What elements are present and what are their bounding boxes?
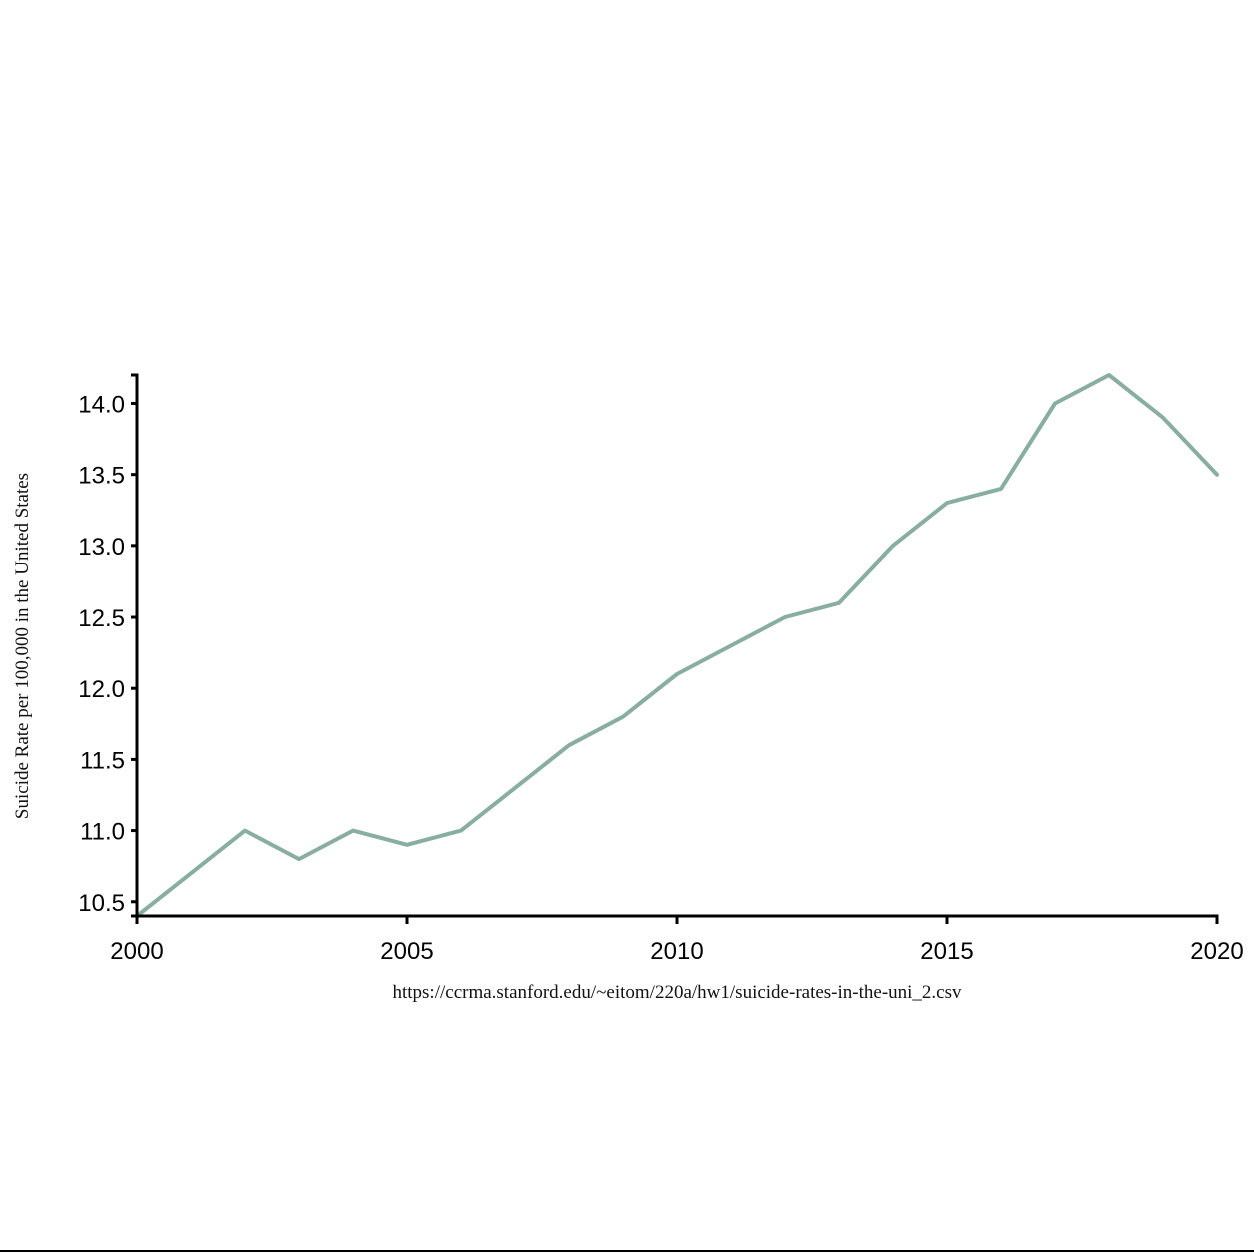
y-axis-line <box>131 373 139 918</box>
data-point <box>243 829 247 833</box>
data-point <box>351 829 355 833</box>
data-point <box>1053 401 1057 405</box>
data-point <box>1107 373 1111 377</box>
data-point <box>891 544 895 548</box>
data-point <box>945 501 949 505</box>
y-tick-label: 13.0 <box>78 534 125 561</box>
y-tick-label: 12.5 <box>78 605 125 632</box>
data-point <box>189 871 193 875</box>
y-tick-label: 11.5 <box>80 747 125 774</box>
data-point <box>513 786 517 790</box>
y-axis-title: Suicide Rate per 100,000 in the United S… <box>12 473 33 819</box>
plot-area <box>135 373 1219 918</box>
y-axis: 10.5 11.0 11.5 12.0 12.5 13.0 13.5 14.0 <box>78 373 139 918</box>
x-tick-label: 2000 <box>110 938 163 965</box>
y-tick-label: 12.0 <box>78 676 125 703</box>
data-point <box>729 644 733 648</box>
x-tick-label: 2005 <box>380 938 433 965</box>
data-point <box>567 743 571 747</box>
y-tick-label: 14.0 <box>78 391 125 418</box>
data-point <box>999 487 1003 491</box>
data-point <box>405 843 409 847</box>
x-axis: 2000 2005 2010 2015 2020 <box>110 914 1244 965</box>
data-point <box>1215 473 1219 477</box>
data-point <box>837 601 841 605</box>
data-point <box>675 672 679 676</box>
x-axis-title: https://ccrma.stanford.edu/~eitom/220a/h… <box>392 982 962 1003</box>
data-point <box>621 715 625 719</box>
data-point <box>783 615 787 619</box>
x-tick-label: 2010 <box>650 938 703 965</box>
data-point <box>459 829 463 833</box>
data-point <box>297 857 301 861</box>
x-tick-label: 2015 <box>920 938 973 965</box>
x-tick-label: 2020 <box>1190 938 1243 965</box>
y-tick-label: 10.5 <box>78 890 125 917</box>
y-tick-label: 11.0 <box>80 819 125 846</box>
y-tick-label: 13.5 <box>78 463 125 490</box>
series-line <box>135 373 1219 918</box>
bottom-divider <box>0 1250 1254 1252</box>
data-point <box>1161 416 1165 420</box>
